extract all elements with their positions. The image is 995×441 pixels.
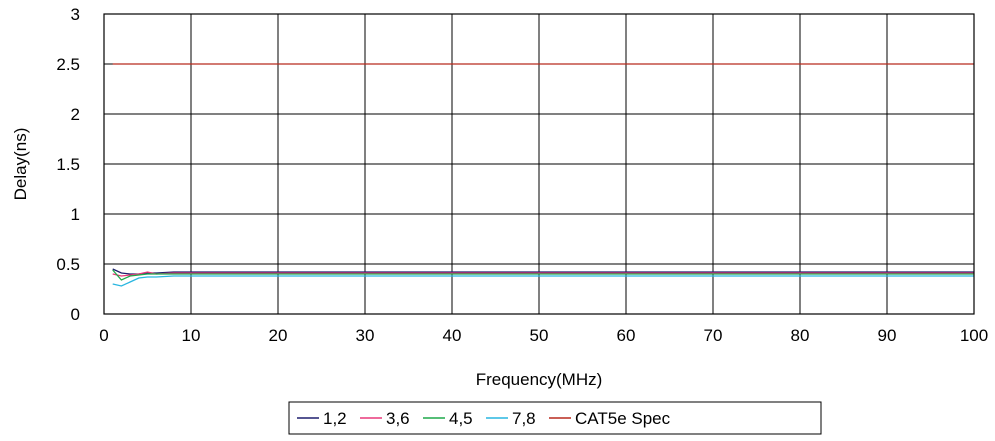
series-line-3-6 bbox=[112, 271, 974, 277]
legend-items: 1,2 3,6 4,5 7,8 CAT5e Spec bbox=[297, 409, 671, 428]
y-tick-label: 1 bbox=[71, 205, 80, 224]
x-tick-label: 40 bbox=[443, 326, 462, 345]
y-tick-label: 3 bbox=[71, 5, 80, 24]
series-lines bbox=[112, 63, 974, 287]
x-tick-label: 60 bbox=[617, 326, 636, 345]
legend-label-1-2: 1,2 bbox=[323, 409, 347, 428]
legend: 1,2 3,6 4,5 7,8 CAT5e Spec bbox=[288, 401, 822, 435]
x-tick-label: 80 bbox=[791, 326, 810, 345]
y-tick-label: 0 bbox=[71, 305, 80, 324]
series-line-4-5 bbox=[112, 269, 974, 281]
series-line-7-8 bbox=[112, 275, 974, 287]
x-tick-label: 90 bbox=[878, 326, 897, 345]
x-tick-label: 20 bbox=[269, 326, 288, 345]
legend-label-7-8: 7,8 bbox=[512, 409, 536, 428]
y-tick-label: 1.5 bbox=[56, 155, 80, 174]
y-tick-label: 0.5 bbox=[56, 255, 80, 274]
plot-area-frame bbox=[103, 13, 975, 315]
x-tick-label: 30 bbox=[356, 326, 375, 345]
legend-label-cat5e-spec: CAT5e Spec bbox=[575, 409, 671, 428]
x-tick-label: 10 bbox=[182, 326, 201, 345]
y-axis-ticks: 0 0.5 1 1.5 2 2.5 3 bbox=[56, 5, 80, 324]
x-axis-label: Frequency(MHz) bbox=[476, 370, 603, 389]
y-axis-label: Delay(ns) bbox=[11, 128, 30, 201]
legend-label-4-5: 4,5 bbox=[449, 409, 473, 428]
x-tick-label: 0 bbox=[99, 326, 108, 345]
x-tick-label: 70 bbox=[704, 326, 723, 345]
x-tick-label: 50 bbox=[530, 326, 549, 345]
grid-lines bbox=[103, 13, 975, 315]
x-tick-label: 100 bbox=[960, 326, 988, 345]
x-axis-ticks: 0 10 20 30 40 50 60 70 80 90 100 bbox=[99, 326, 988, 345]
y-tick-label: 2.5 bbox=[56, 55, 80, 74]
legend-label-3-6: 3,6 bbox=[386, 409, 410, 428]
y-tick-label: 2 bbox=[71, 105, 80, 124]
